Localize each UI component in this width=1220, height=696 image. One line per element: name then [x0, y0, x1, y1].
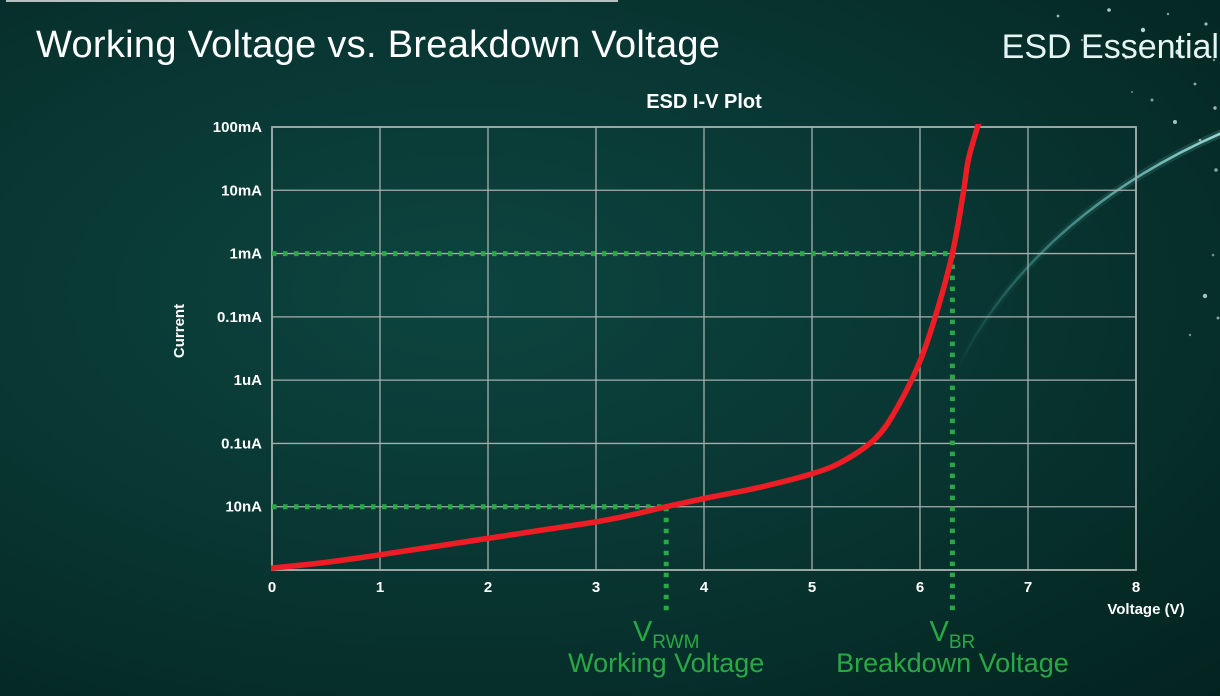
- svg-text:4: 4: [700, 579, 709, 596]
- x-axis-title: Voltage (V): [1107, 601, 1184, 618]
- y-axis-title: Current: [171, 304, 188, 358]
- svg-text:2: 2: [484, 579, 492, 596]
- x-tick-labels: 0 1 2 3 4 5 6 7 8: [268, 579, 1140, 596]
- grid-lines: [271, 126, 1137, 571]
- plot-border: [271, 126, 1137, 571]
- chart-title: ESD I-V Plot: [646, 91, 762, 113]
- top-edge-line: [6, 0, 618, 2]
- svg-text:7: 7: [1024, 579, 1032, 596]
- brand-text: ESD Essentials: [1001, 28, 1220, 66]
- y-tick-labels: 100mA 10mA 1mA 0.1mA 1uA 0.1uA 10nA: [213, 119, 262, 516]
- svg-text:3: 3: [592, 579, 600, 596]
- svg-text:1mA: 1mA: [229, 246, 262, 263]
- svg-text:0: 0: [268, 579, 276, 596]
- svg-text:100mA: 100mA: [213, 119, 262, 136]
- svg-text:1uA: 1uA: [234, 372, 263, 389]
- svg-text:10nA: 10nA: [225, 499, 262, 516]
- iv-curve: [271, 124, 982, 571]
- svg-text:5: 5: [808, 579, 816, 596]
- svg-text:1: 1: [376, 579, 384, 596]
- svg-text:6: 6: [916, 579, 924, 596]
- breakdown-voltage-caption: Breakdown Voltage: [836, 648, 1069, 678]
- breakdown-voltage-label: VBR: [930, 616, 976, 653]
- decorative-swoosh: [955, 132, 1220, 373]
- svg-text:8: 8: [1132, 579, 1140, 596]
- page-title: Working Voltage vs. Breakdown Voltage: [36, 24, 721, 66]
- working-voltage-caption: Working Voltage: [568, 648, 764, 678]
- working-voltage-label: VRWM: [633, 616, 699, 653]
- svg-text:0.1mA: 0.1mA: [217, 309, 262, 326]
- svg-text:0.1uA: 0.1uA: [221, 435, 262, 452]
- svg-text:10mA: 10mA: [221, 182, 262, 199]
- particle-dots: [1056, 8, 1220, 337]
